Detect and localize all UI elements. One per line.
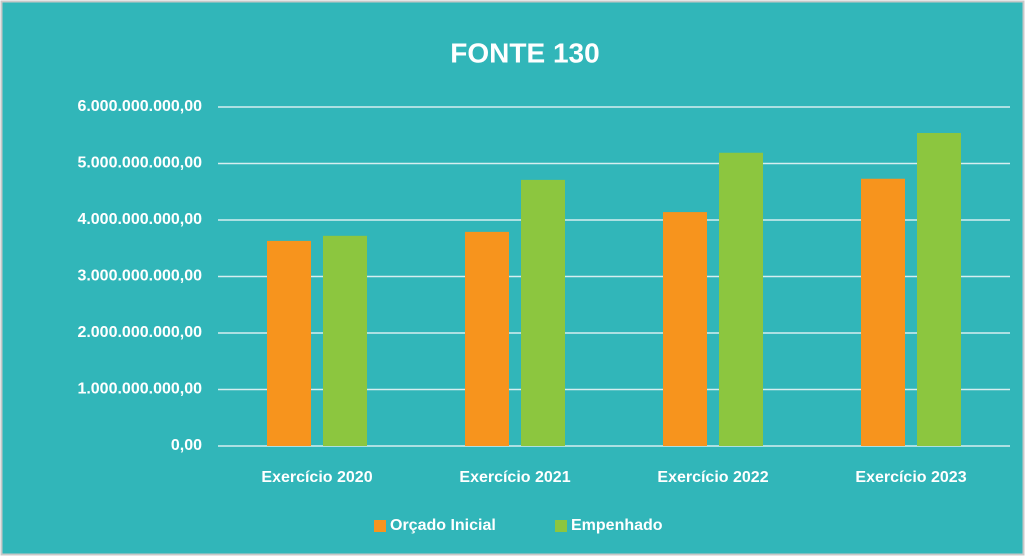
bar (465, 231, 509, 446)
x-tick-label: Exercício 2021 (459, 469, 570, 486)
bar (663, 212, 707, 446)
y-tick-label: 3.000.000.000,00 (77, 268, 202, 285)
y-tick-label: 0,00 (171, 437, 202, 454)
bar (267, 240, 311, 446)
y-tick-label: 6.000.000.000,00 (77, 98, 202, 115)
bar (323, 235, 367, 446)
chart-title: FONTE 130 (450, 37, 599, 68)
y-tick-label: 4.000.000.000,00 (77, 211, 202, 228)
x-tick-label: Exercício 2020 (261, 469, 372, 486)
legend-swatch (374, 520, 386, 532)
bar (719, 152, 763, 446)
y-tick-label: 1.000.000.000,00 (77, 381, 202, 398)
bar (521, 179, 565, 446)
bar (917, 132, 961, 447)
legend-label: Empenhado (571, 517, 663, 534)
y-tick-label: 2.000.000.000,00 (77, 324, 202, 341)
legend-label: Orçado Inicial (390, 517, 496, 534)
x-tick-label: Exercício 2022 (657, 469, 768, 486)
y-tick-label: 5.000.000.000,00 (77, 155, 202, 172)
legend-swatch (555, 520, 567, 532)
bar (861, 178, 905, 446)
x-tick-label: Exercício 2023 (855, 469, 966, 486)
